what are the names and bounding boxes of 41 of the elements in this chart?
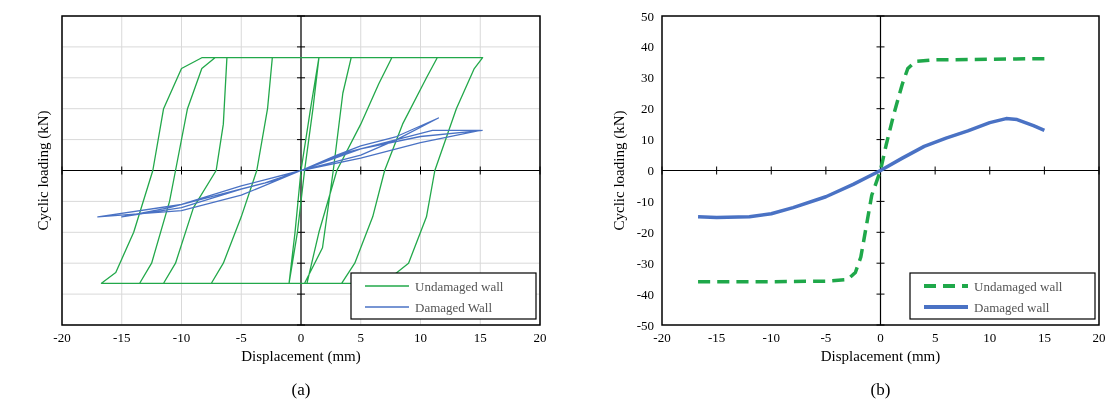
x-tick-label: -5 <box>820 330 832 345</box>
legend-label: Undamaged wall <box>974 279 1063 294</box>
y-tick-label: 50 <box>641 8 654 24</box>
y-tick-label: 40 <box>641 39 654 55</box>
x-tick-label: 0 <box>297 330 305 345</box>
legend-label: Damaged wall <box>974 300 1050 315</box>
y-axis-title: Cyclic loading (kN) <box>611 110 628 231</box>
x-axis-title: Displacement (mm) <box>241 348 361 365</box>
line-series <box>696 56 1047 284</box>
x-tick-label: -15 <box>113 330 131 345</box>
text: (b) <box>870 380 891 399</box>
y-tick-label: 30 <box>641 70 654 86</box>
x-tick-label: 10 <box>983 330 997 345</box>
legend-label: Undamaged wall <box>415 279 504 294</box>
x-tick-label: 0 <box>877 330 884 345</box>
x-tick-label: -20 <box>653 330 671 345</box>
x-axis-title: Displacement (mm) <box>820 348 941 365</box>
x-tick-label: 20 <box>1092 330 1106 345</box>
text: (a) <box>291 380 311 399</box>
y-tick-label: -10 <box>636 193 654 209</box>
y-axis-title: Cyclic loading (kN) <box>35 110 52 231</box>
y-tick-label: -40 <box>636 286 654 302</box>
x-tick-label: -5 <box>235 330 247 345</box>
x-tick-label: -15 <box>707 330 726 345</box>
line-series <box>696 116 1047 220</box>
x-tick-label: -10 <box>172 330 191 345</box>
x-tick-label: -10 <box>762 330 780 345</box>
x-tick-label: 20 <box>533 330 547 345</box>
x-tick-label: 5 <box>931 330 939 345</box>
y-tick-label: 10 <box>641 132 654 148</box>
x-tick-label: -20 <box>53 330 71 345</box>
legend-label: Damaged Wall <box>415 300 493 315</box>
y-tick-label: -30 <box>636 255 654 271</box>
y-tick-label: -20 <box>636 224 654 240</box>
y-tick-label: 0 <box>647 163 654 178</box>
x-tick-label: 10 <box>414 330 427 345</box>
x-tick-label: 5 <box>357 330 364 345</box>
y-tick-label: -50 <box>636 317 654 333</box>
x-tick-label: 15 <box>1037 330 1051 345</box>
y-tick-label: 20 <box>641 101 654 117</box>
x-tick-label: 15 <box>473 330 487 345</box>
